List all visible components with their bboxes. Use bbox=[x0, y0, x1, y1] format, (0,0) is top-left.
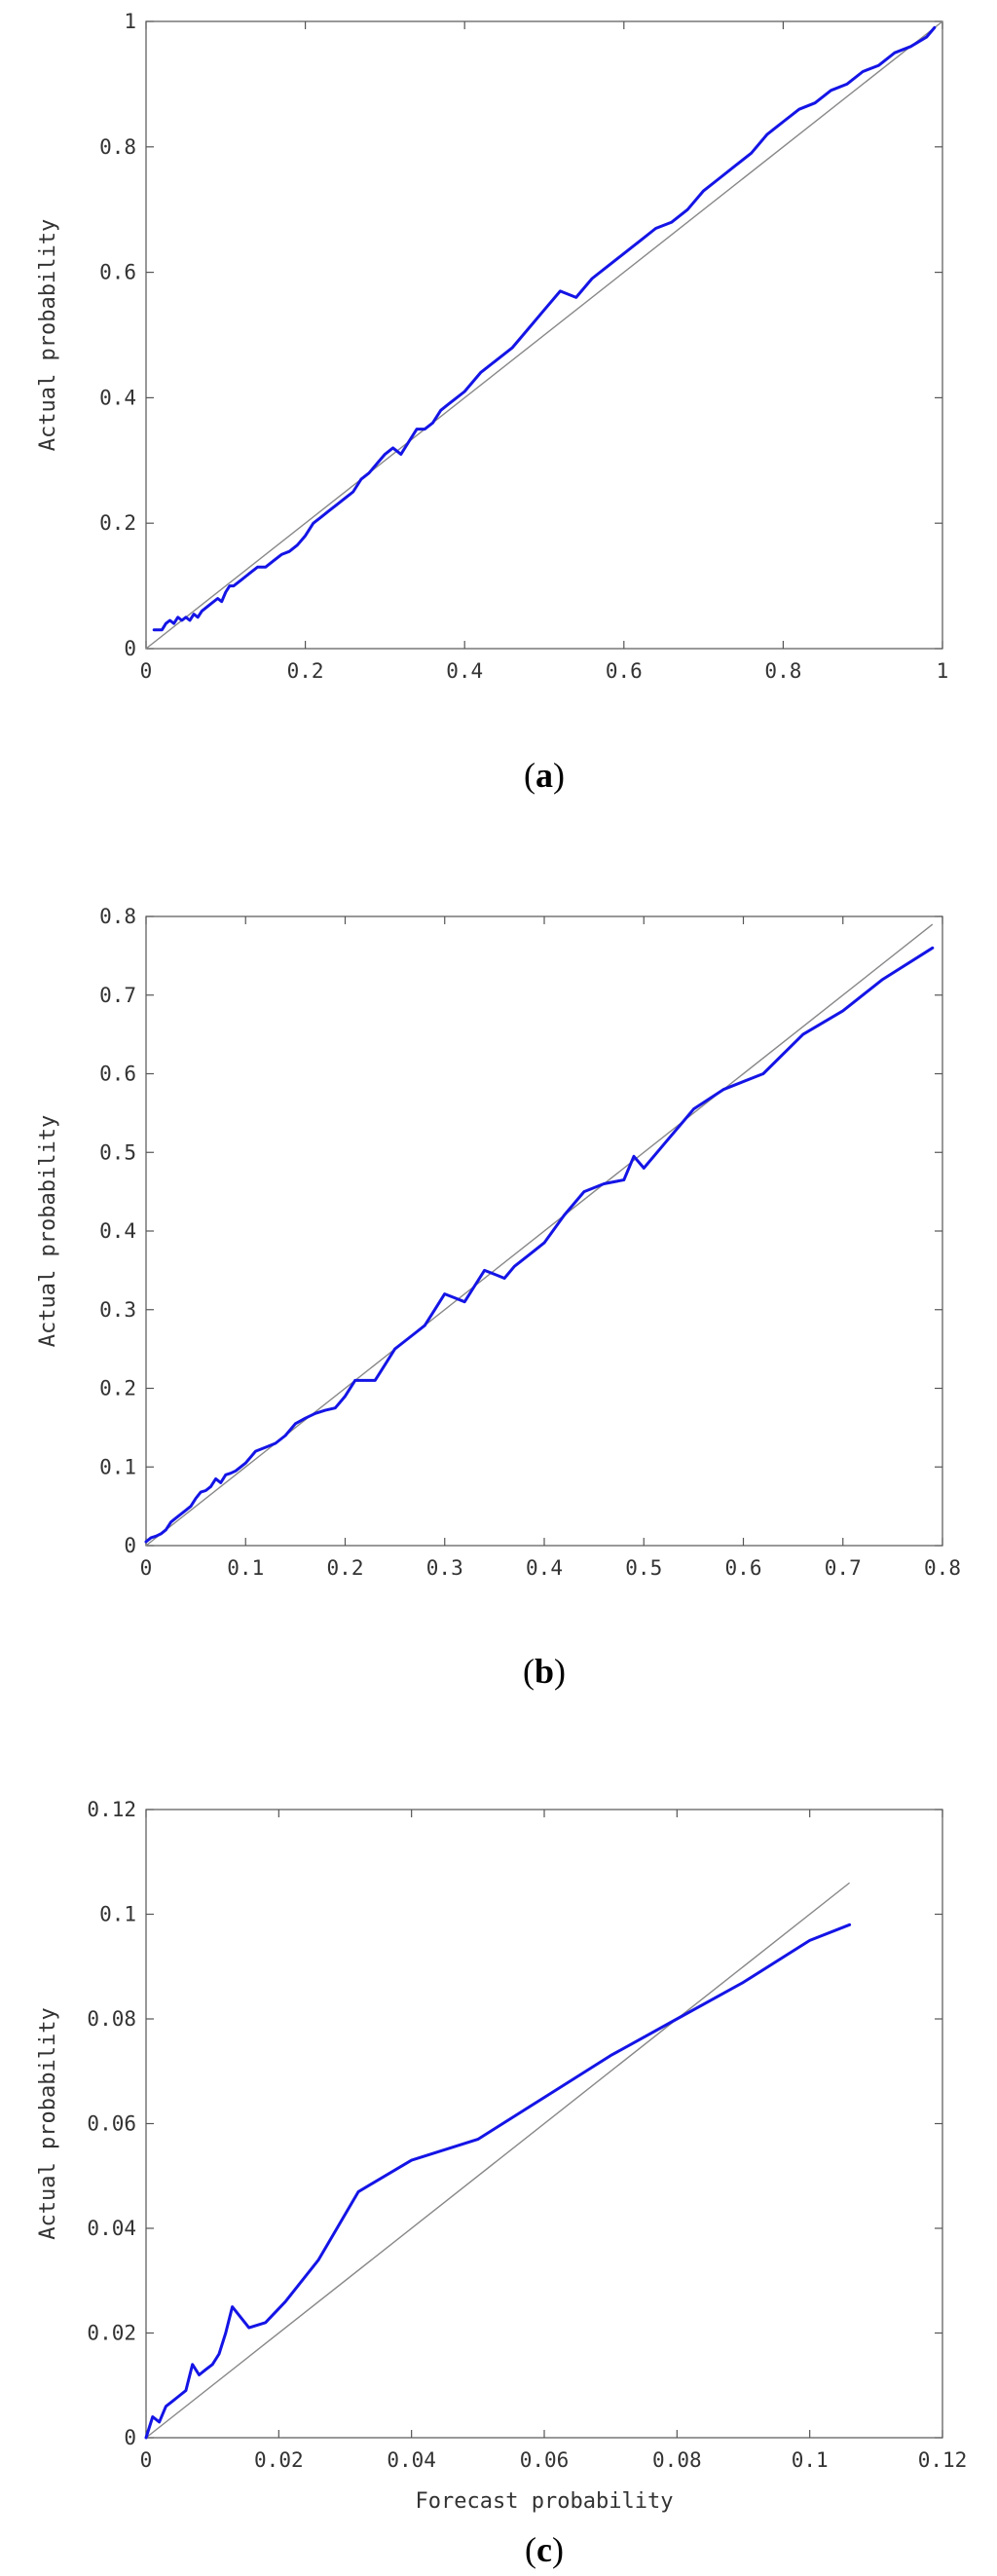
x-tick-label: 0.06 bbox=[520, 2448, 570, 2472]
x-tick-label: 0.12 bbox=[918, 2448, 968, 2472]
panel-label-open-paren: ( bbox=[525, 2530, 536, 2569]
panel-label-close-paren: ) bbox=[553, 756, 565, 795]
y-tick-label: 0.6 bbox=[99, 261, 136, 284]
y-tick-label: 0 bbox=[124, 1534, 136, 1557]
y-tick-label: 0.7 bbox=[99, 984, 136, 1007]
calibration-series-line bbox=[144, 1923, 852, 2440]
y-tick-label: 0.1 bbox=[99, 1903, 136, 1926]
panel-label: (a) bbox=[524, 756, 565, 795]
panel-label: (c) bbox=[525, 2530, 564, 2569]
x-tick-label: 0.1 bbox=[227, 1556, 264, 1580]
y-tick-label: 0.08 bbox=[87, 2007, 136, 2031]
y-tick-label: 0 bbox=[124, 637, 136, 660]
plot-frame bbox=[145, 20, 943, 650]
chart-panel-c: 0 0.02 0.04 0.06 0.08 0.1 0.12 0 0.02 0.04 0.06 0.0… bbox=[36, 1798, 967, 2569]
y-tick-label: 0.2 bbox=[99, 1377, 136, 1400]
chart-panel-b: 0 0.1 0.2 0.3 0.4 0.5 0.6 0.7 0.8 0 0.1 0.2 0.3 0.4 0.… bbox=[36, 905, 961, 1691]
y-tick-label: 0.4 bbox=[99, 386, 136, 409]
panel-label: (b) bbox=[523, 1652, 566, 1691]
panel-label-letter: b bbox=[535, 1652, 554, 1691]
panel-label-letter: a bbox=[535, 756, 553, 795]
panel-label-close-paren: ) bbox=[552, 2530, 564, 2569]
x-tick-label: 0.5 bbox=[625, 1556, 662, 1580]
y-axis-title: Actual probability bbox=[36, 2007, 60, 2239]
y-tick-label: 0.6 bbox=[99, 1063, 136, 1086]
x-tick-label: 0.2 bbox=[287, 659, 324, 683]
y-tick-label: 0 bbox=[124, 2426, 136, 2449]
x-tick-label: 0.8 bbox=[764, 659, 801, 683]
calibration-series-line bbox=[144, 946, 935, 1544]
x-tick-label: 0.3 bbox=[426, 1556, 463, 1580]
panel-label-open-paren: ( bbox=[524, 756, 535, 795]
panel-label-open-paren: ( bbox=[523, 1652, 535, 1691]
y-tick-label: 0.02 bbox=[87, 2322, 136, 2345]
y-tick-label: 0.4 bbox=[99, 1219, 136, 1243]
x-tick-label: 0.2 bbox=[327, 1556, 364, 1580]
y-tick-label: 0.8 bbox=[99, 905, 136, 928]
x-tick-label: 1 bbox=[937, 659, 949, 683]
x-tick-label: 0.4 bbox=[526, 1556, 563, 1580]
y-tick-label: 1 bbox=[124, 10, 136, 33]
reference-diagonal-line bbox=[145, 923, 934, 1547]
y-tick-label: 0.3 bbox=[99, 1298, 136, 1322]
calibration-series-line bbox=[152, 25, 937, 632]
x-tick-label: 0.1 bbox=[792, 2448, 829, 2472]
x-tick-label: 0.02 bbox=[254, 2448, 304, 2472]
panel-label-close-paren: ) bbox=[554, 1652, 566, 1691]
y-tick-label: 0.04 bbox=[87, 2217, 136, 2240]
x-tick-label: 0.08 bbox=[652, 2448, 702, 2472]
x-tick-label: 0.4 bbox=[446, 659, 483, 683]
reference-diagonal-line bbox=[145, 1882, 851, 2439]
reference-diagonal-line bbox=[145, 20, 943, 650]
x-tick-label: 0.6 bbox=[606, 659, 643, 683]
x-tick-label: 0.7 bbox=[825, 1556, 862, 1580]
y-tick-label: 0.8 bbox=[99, 135, 136, 159]
x-tick-label: 0 bbox=[140, 659, 153, 683]
x-tick-label: 0 bbox=[140, 1556, 153, 1580]
y-tick-label: 0.12 bbox=[87, 1798, 136, 1821]
y-tick-label: 0.06 bbox=[87, 2112, 136, 2136]
x-tick-label: 0 bbox=[140, 2448, 153, 2472]
x-tick-label: 0.04 bbox=[387, 2448, 436, 2472]
x-tick-label: 0.6 bbox=[725, 1556, 762, 1580]
x-tick-label: 0.8 bbox=[924, 1556, 961, 1580]
y-axis-title: Actual probability bbox=[36, 1115, 60, 1347]
y-tick-label: 0.1 bbox=[99, 1455, 136, 1478]
y-tick-label: 0.2 bbox=[99, 511, 136, 535]
y-axis-title: Actual probability bbox=[36, 219, 60, 451]
panel-label-letter: c bbox=[536, 2530, 552, 2569]
y-tick-label: 0.5 bbox=[99, 1140, 136, 1164]
x-axis-title: Forecast probability bbox=[416, 2489, 674, 2514]
chart-panel-a: 0 0.2 0.4 0.6 0.8 1 0 0.2 0.4 0.6 0.8 1 Actual proba… bbox=[36, 10, 948, 795]
